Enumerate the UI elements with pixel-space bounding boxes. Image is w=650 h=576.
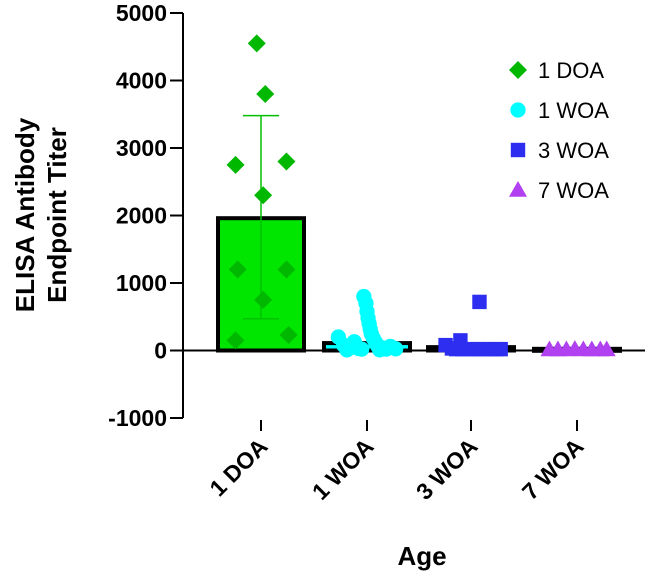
y-tick-label: 0 (154, 338, 167, 364)
x-tick-label: 3 WOA (411, 433, 483, 505)
data-point-1-doa (226, 331, 245, 350)
y-tick-label: 4000 (116, 68, 167, 94)
data-point-7-woa (597, 340, 616, 357)
data-point-1-doa (277, 152, 296, 171)
legend-marker-7-woa (509, 181, 527, 197)
data-point-1-doa (254, 290, 273, 309)
data-point-1-doa (226, 155, 245, 174)
x-tick-label: 1 DOA (204, 433, 272, 501)
data-point-3-woa (493, 341, 508, 357)
data-point-1-woa (372, 342, 388, 358)
legend-label-7-woa: 7 WOA (538, 178, 609, 203)
legend-label-3-woa: 3 WOA (538, 138, 609, 163)
legend-label-1-woa: 1 WOA (538, 98, 609, 123)
data-point-3-woa (448, 341, 464, 357)
y-tick-label: 3000 (116, 135, 167, 161)
points-layer (226, 34, 616, 358)
data-point-1-woa (354, 341, 370, 357)
x-axis-title: Age (397, 541, 446, 571)
y-axis-title-line2: Endpoint Titer (42, 127, 72, 303)
data-point-1-doa (247, 34, 266, 53)
data-point-1-doa (279, 325, 298, 344)
y-tick-label: -1000 (108, 405, 167, 431)
legend: 1 DOA 1 WOA 3 WOA 7 WOA (509, 58, 609, 203)
y-tick-label: 1000 (116, 270, 167, 296)
data-point-1-woa (387, 341, 404, 357)
x-tick-label: 7 WOA (517, 433, 589, 505)
data-point-1-doa (228, 260, 247, 279)
legend-marker-1-doa (509, 61, 527, 79)
legend-marker-1-woa (510, 102, 526, 118)
data-point-1-woa (339, 342, 355, 358)
legend-marker-3-woa (510, 142, 526, 158)
data-point-3-woa (472, 294, 487, 310)
data-point-1-doa (256, 85, 275, 103)
x-tick-label: 1 WOA (307, 433, 379, 505)
y-axis-title-line1: ELISA Antibody (10, 117, 40, 312)
legend-label-1-doa: 1 DOA (538, 58, 604, 83)
data-point-1-doa (254, 186, 273, 205)
data-point-1-doa (277, 260, 296, 279)
y-tick-label: 2000 (116, 203, 167, 229)
y-tick-label: 5000 (116, 0, 167, 26)
